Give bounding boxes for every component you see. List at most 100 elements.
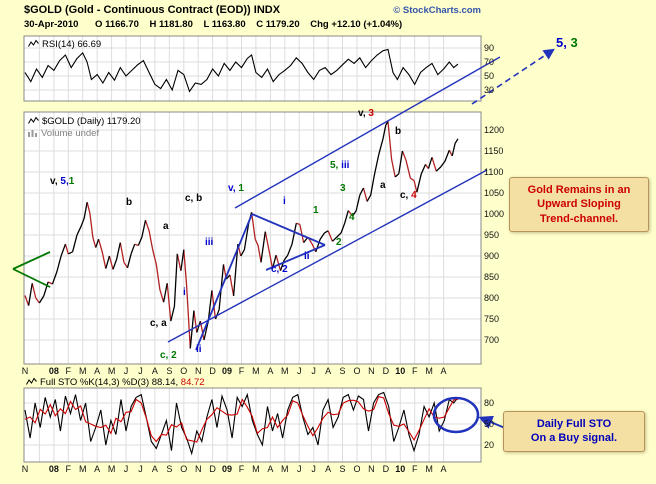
buy-signal-arrow [478,415,506,429]
x-axis-month-label: A [325,366,332,376]
x-axis-year-label: 09 [222,464,233,474]
sto-highlight-ellipse [432,396,480,434]
quote-high: H 1181.80 [149,19,193,30]
x-axis-month-label: D [209,366,216,376]
x-axis-month-label: D [382,366,390,376]
wave-label: a [380,180,386,191]
wave-label: c, b [185,193,203,204]
pattern-line [195,213,253,351]
quote-low: L 1163.80 [203,19,246,30]
x-axis-year-label: 08 [48,366,59,376]
y-axis-tick-label: 750 [484,314,500,324]
x-axis-month-label: M [252,464,260,474]
rsi-series [24,48,459,93]
x-axis-month-label: J [311,464,316,474]
quote-line: 30-Apr-2010 O 1166.70 H 1181.80 L 1163.8… [24,19,410,30]
x-axis-month-label: M [78,464,87,474]
x-axis-month-label: F [65,366,72,376]
wave-label: c, 4 [400,190,417,201]
trend-channel-line [167,169,488,343]
y-axis-tick-label: 50 [484,419,495,429]
wave-label: iii [205,237,214,248]
wave-label: c, 2 [271,264,288,275]
sto-panel-label: Full STO %K(14,3) %D(3) 88.14, 84.72 [26,377,205,389]
wave-label: ii [304,251,310,262]
gold-price-up-segments [27,121,459,349]
x-axis-month-label: J [123,366,129,376]
x-axis-month-label: A [267,366,274,376]
wave-label: v, 5,1 [50,176,75,187]
trend-channel-line [234,56,501,209]
chart-title: $GOLD (Gold - Continuous Contract (EOD))… [24,4,280,16]
x-axis-month-label: F [65,464,72,474]
pattern-line [251,213,326,246]
y-axis-tick-label: 800 [484,293,500,303]
x-axis-month-label: J [123,464,129,474]
x-axis-month-label: F [411,464,418,474]
x-axis-month-label: A [440,366,447,376]
x-axis-month-label: M [252,366,260,376]
x-axis-month-label: S [166,464,173,474]
wave-label: 4 [349,212,355,223]
projection-arrow [471,48,555,105]
x-axis-month-label: J [138,366,143,376]
sto-buy-signal-note: Daily Full STO On a Buy signal. [503,411,645,452]
x-axis-month-label: J [296,464,302,474]
wave-label: i [183,287,186,298]
x-axis-month-label: F [411,366,418,376]
x-axis-month-label: D [209,464,216,474]
x-axis-month-label: M [107,366,116,376]
x-axis-month-label: N [21,464,29,474]
wave-label: ii [196,344,202,355]
y-axis-tick-label: 850 [484,272,500,282]
wave-label: a [163,221,169,232]
x-axis-month-label: N [368,366,375,376]
indicator-line-icon [26,377,37,389]
wave-label: 2 [336,237,342,248]
x-axis-month-label: N [21,366,29,376]
y-axis-tick-label: 1150 [484,146,504,156]
pattern-line [265,244,326,271]
x-axis-month-label: M [281,366,289,376]
y-axis-tick-label: 80 [484,398,495,408]
quote-change: Chg +12.10 (+1.04%) [310,19,403,30]
x-axis-month-label: A [267,464,274,474]
sto-k-series [24,391,459,456]
x-axis-month-label: A [151,464,158,474]
x-axis-year-label: 09 [222,366,233,376]
y-axis-tick-label: 30 [484,85,495,95]
x-axis-month-label: O [180,366,188,376]
x-axis-month-label: D [382,464,390,474]
wave-label: c, a [150,318,167,329]
x-axis-month-label: O [353,366,361,376]
x-axis-month-label: N [368,464,375,474]
y-axis-tick-label: 1000 [484,209,505,219]
x-axis-year-label: 10 [395,464,406,474]
y-axis-tick-label: 90 [484,43,495,53]
x-axis-month-label: M [425,464,433,474]
x-axis-month-label: A [94,464,101,474]
wave-target-label: 5, 3 [556,35,578,50]
quote-open: O 1166.70 [95,19,139,30]
wave-label: i [283,196,286,207]
x-axis-month-label: M [425,366,433,376]
price-panel-label: $GOLD (Daily) 1179.20 [28,116,141,128]
gold-price-down-segments [24,121,453,349]
x-axis-month-label: F [238,366,245,376]
x-axis-month-label: F [238,464,245,474]
green-wedge-line [12,268,51,288]
symbol-description: (Gold - Continuous Contract (EOD)) INDX [64,4,281,16]
x-axis-month-label: M [107,464,116,474]
x-axis-month-label: N [194,464,202,474]
x-axis-month-label: A [325,464,332,474]
x-axis-month-label: M [281,464,289,474]
y-axis-tick-label: 1200 [484,125,505,135]
x-axis-month-label: A [94,366,101,376]
x-axis-month-label: M [78,366,87,376]
y-axis-tick-label: 1100 [484,167,504,177]
x-axis-month-label: J [296,366,302,376]
trend-channel-note: Gold Remains in an Upward Sloping Trend-… [509,177,649,232]
x-axis-month-label: S [339,366,346,376]
